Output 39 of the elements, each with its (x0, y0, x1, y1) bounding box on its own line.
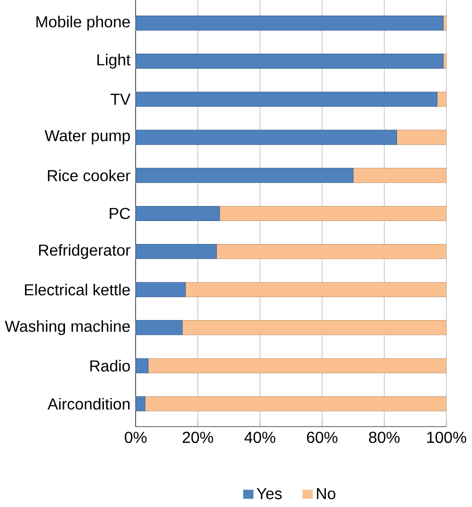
y-tick-label: Washing machine (5, 320, 130, 336)
bar (148, 358, 447, 374)
legend-label: Yes (256, 488, 282, 500)
x-tick-label: 80% (369, 432, 400, 443)
legend-label: No (317, 488, 336, 500)
bar (136, 282, 186, 298)
bar (136, 168, 354, 183)
x-tick-label: 0% (125, 432, 147, 443)
y-tick-label: Water pump (44, 130, 130, 144)
y-tick-label: Electrical kettle (25, 284, 130, 296)
bar (136, 206, 220, 221)
bar (182, 320, 447, 336)
y-tick-label: Aircondition (48, 398, 130, 410)
bar (136, 320, 183, 336)
bar (396, 130, 447, 145)
y-tick-label: TV (110, 94, 131, 105)
x-tick-label: 40% (244, 432, 276, 443)
bar (136, 92, 438, 107)
bar (136, 396, 146, 412)
bar (144, 396, 447, 412)
bar (136, 16, 444, 31)
bar (136, 130, 398, 145)
bar (216, 244, 447, 260)
y-tick-label: Rice cooker (48, 170, 131, 182)
bar (220, 206, 447, 221)
y-tick-label: Refridgerator (39, 244, 131, 259)
y-tick-label: Radio (90, 360, 130, 372)
bar (136, 54, 444, 69)
bar (437, 92, 447, 107)
x-tick-label: 100% (427, 432, 466, 443)
x-tick-label: 60% (307, 432, 338, 443)
y-tick-label: Mobile phone (36, 16, 130, 31)
bar (185, 282, 447, 298)
bar (353, 168, 447, 183)
y-tick-label: Light (98, 54, 131, 69)
bar (136, 244, 217, 260)
y-tick-label: PC (110, 208, 130, 220)
bar (136, 358, 149, 374)
x-tick-label: 20% (182, 432, 214, 443)
